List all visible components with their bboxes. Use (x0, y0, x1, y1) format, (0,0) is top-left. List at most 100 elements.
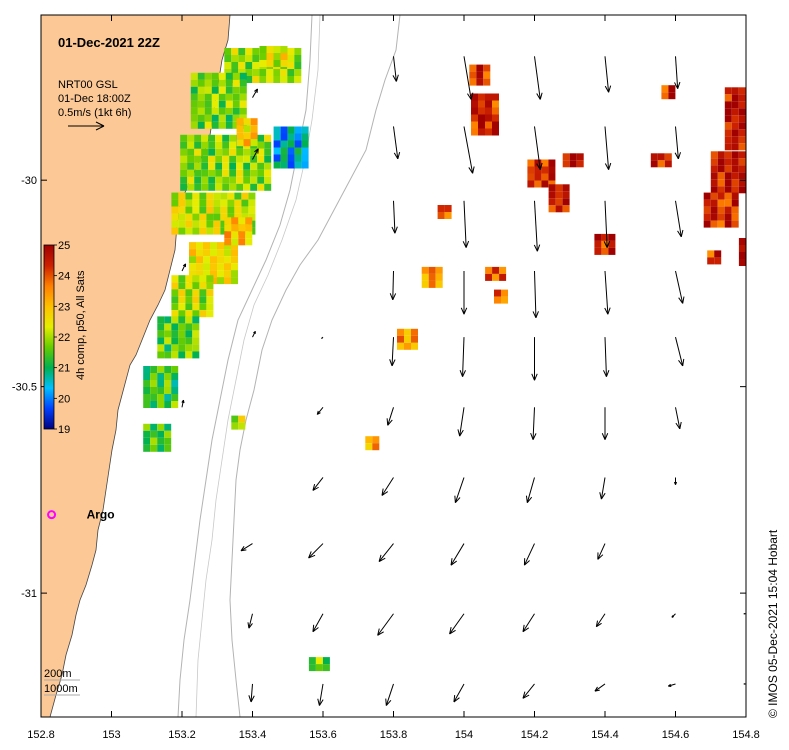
sst-pixel (143, 387, 151, 394)
sst-pixel (731, 158, 739, 166)
current-vector (674, 56, 681, 89)
argo-station-marker[interactable] (47, 510, 57, 520)
sst-pixel (731, 108, 739, 116)
sst-pixel (187, 134, 195, 142)
sst-pixel (180, 176, 188, 184)
current-vector (594, 683, 606, 692)
sst-pixel (238, 238, 246, 246)
sst-pixel (171, 323, 179, 331)
sst-pixel (492, 121, 499, 129)
sst-pixel (203, 256, 210, 264)
sst-pixel (211, 79, 219, 87)
sst-pixel (171, 220, 179, 228)
sst-pixel (294, 48, 302, 55)
sst-pixel (199, 275, 207, 283)
sst-pixel (264, 176, 272, 184)
sst-pixel (738, 172, 746, 180)
sst-pixel (243, 125, 251, 133)
sst-pixel (562, 160, 570, 168)
sst-pixel (259, 69, 267, 76)
colorbar-bar (43, 244, 55, 430)
sst-pixel (185, 330, 193, 338)
sst-pixel (185, 213, 193, 221)
sst-pixel (171, 316, 179, 324)
sst-pixel (143, 366, 151, 373)
sst-pixel (143, 401, 151, 408)
sst-pixel (164, 444, 172, 452)
sst-pixel (471, 121, 478, 129)
sst-pixel (215, 169, 223, 177)
sst-pixel (411, 328, 418, 336)
sst-pixel (259, 60, 267, 67)
sst-pixel (187, 155, 195, 163)
sst-pixel (259, 46, 267, 53)
depth-legend-200m: 200m (44, 668, 72, 680)
sst-pixel (201, 134, 209, 142)
sst-pixel (738, 252, 746, 259)
sst-pixel (738, 245, 746, 252)
sst-patch (469, 64, 491, 86)
sst-pixel (724, 220, 732, 228)
sst-pixel (250, 183, 258, 191)
sst-pixel (315, 664, 323, 672)
sst-pixel (222, 162, 230, 170)
sst-patch (190, 72, 247, 129)
sst-pixel (745, 238, 746, 245)
sst-pixel (315, 657, 323, 665)
sst-pixel (257, 141, 265, 149)
sst-pixel (245, 217, 253, 225)
sst-pixel (203, 242, 210, 250)
sst-pixel (192, 206, 200, 214)
sst-pixel (485, 107, 492, 115)
current-vector (393, 126, 401, 160)
sst-pixel (534, 173, 542, 181)
sst-pixel (250, 162, 258, 170)
sst-pixel (229, 148, 237, 156)
sst-pixel (492, 100, 499, 108)
sst-pixel (724, 115, 732, 123)
sst-pixel (171, 373, 179, 380)
sst-pixel (243, 132, 251, 140)
sst-pixel (206, 227, 214, 235)
sst-pixel (204, 72, 212, 80)
sst-patch (236, 118, 258, 147)
current-vector (457, 407, 465, 437)
sst-pixel (189, 263, 196, 271)
sst-pixel (301, 161, 309, 169)
sst-pixel (185, 199, 193, 207)
sst-pixel (266, 46, 274, 53)
sst-pixel (231, 55, 239, 62)
current-vector (252, 88, 259, 98)
current-vector (675, 407, 682, 430)
sst-pixel (164, 437, 172, 445)
sst-pixel (494, 289, 501, 297)
sst-patch (157, 316, 200, 359)
current-vector (603, 337, 610, 377)
sst-pixel (273, 140, 281, 148)
sst-pixel (208, 176, 216, 184)
sst-pixel (171, 199, 179, 207)
sst-pixel (280, 76, 288, 83)
sst-pixel (476, 71, 484, 79)
sst-pixel (150, 444, 158, 452)
sst-pixel (197, 72, 205, 80)
velocity-source: NRT00 GSL (58, 79, 118, 91)
sst-pixel (236, 183, 244, 191)
sst-pixel (157, 401, 165, 408)
sst-pixel (178, 310, 186, 318)
sst-pixel (206, 199, 214, 207)
sst-pixel (485, 128, 492, 136)
sst-pixel (608, 233, 616, 241)
sst-pixel (257, 162, 265, 170)
current-vector (449, 613, 465, 635)
sst-pixel (157, 394, 165, 401)
sst-pixel (178, 296, 186, 304)
sst-pixel (238, 217, 246, 225)
sst-pixel (601, 233, 609, 241)
sst-pixel (236, 132, 244, 140)
sst-pixel (210, 270, 217, 278)
sst-pixel (171, 282, 179, 290)
sst-pixel (717, 151, 725, 159)
sst-pixel (745, 94, 746, 102)
sst-pixel (428, 273, 436, 281)
